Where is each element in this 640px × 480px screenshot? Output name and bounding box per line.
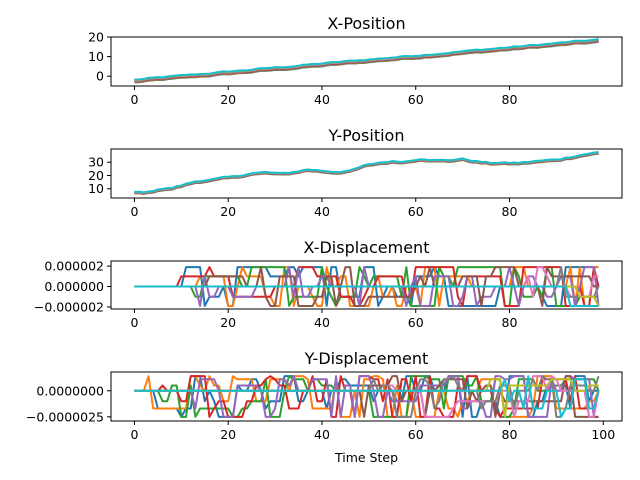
series-line-2 [134,375,600,418]
series-line-10 [134,375,600,418]
series-group [134,38,599,84]
x-tick-label: 0 [130,427,138,442]
series-line-3 [134,152,599,195]
series-line-2 [134,152,599,195]
subplot-4: Y-Displacement 0 20 40 60 80 100 −0.0000025 0.00… [26,349,623,465]
x-tick-label: 0 [130,92,138,107]
x-tick-label: 40 [314,92,330,107]
series-line-5 [134,151,599,195]
y-tick-label: 30 [88,155,104,170]
series-line-1 [134,152,599,195]
series-line-10 [134,151,599,194]
y-tick-label: 20 [88,30,104,45]
x-tick-label: 80 [502,204,518,219]
series-line-5 [134,266,600,307]
subplot-title: Y-Displacement [304,349,429,368]
subplot-title: Y-Position [328,126,405,145]
y-tick-label: −0.0000025 [26,409,104,424]
x-tick-label: 0 [130,204,138,219]
y-tick-label: 0.0000000 [36,383,104,398]
y-tick-label: −0.000002 [34,299,104,314]
x-tick-label: 60 [408,427,424,442]
series-line-5 [134,375,599,418]
series-line-10 [134,38,599,81]
x-tick-label: 20 [220,92,236,107]
x-tick-label: 20 [220,315,236,330]
x-tick-label: 20 [220,204,236,219]
axes-frame [110,371,623,422]
series-group [134,266,600,307]
x-axis-label: Time Step [334,450,398,465]
subplot-title: X-Displacement [304,238,430,257]
y-tick-label: 0 [96,69,104,84]
series-line-9 [134,151,599,194]
x-tick-label: 40 [314,427,330,442]
y-tick-label: 0.000000 [44,279,104,294]
y-tick-label: 10 [88,181,104,196]
x-tick-label: 60 [408,204,424,219]
y-tick-label: 0.000002 [44,259,104,274]
x-tick-label: 40 [314,315,330,330]
y-tick-label: 10 [88,49,104,64]
series-group [134,375,600,418]
series-group [134,151,599,195]
series-line-10 [134,285,599,307]
series-line-4 [134,152,599,195]
subplot-1: X-Position 0 20 40 60 80 0 10 20 [88,14,623,107]
x-tick-label: 100 [591,427,615,442]
series-line-8 [134,151,599,194]
subplot-title: X-Position [327,14,405,33]
x-tick-label: 80 [502,315,518,330]
x-tick-label: 80 [502,427,518,442]
x-tick-label: 20 [220,427,236,442]
x-tick-label: 60 [408,315,424,330]
x-tick-label: 0 [130,315,138,330]
axes-frame [110,36,623,87]
x-tick-label: 40 [314,204,330,219]
x-tick-label: 60 [408,92,424,107]
series-line-6 [134,151,599,195]
y-tick-label: 20 [88,168,104,183]
axes-frame [110,260,623,310]
axes-frame [110,148,623,199]
subplot-3: X-Displacement 0 20 40 60 80 −0.000002 0.000000… [34,238,623,330]
series-line-7 [134,151,599,194]
x-tick-label: 80 [502,92,518,107]
